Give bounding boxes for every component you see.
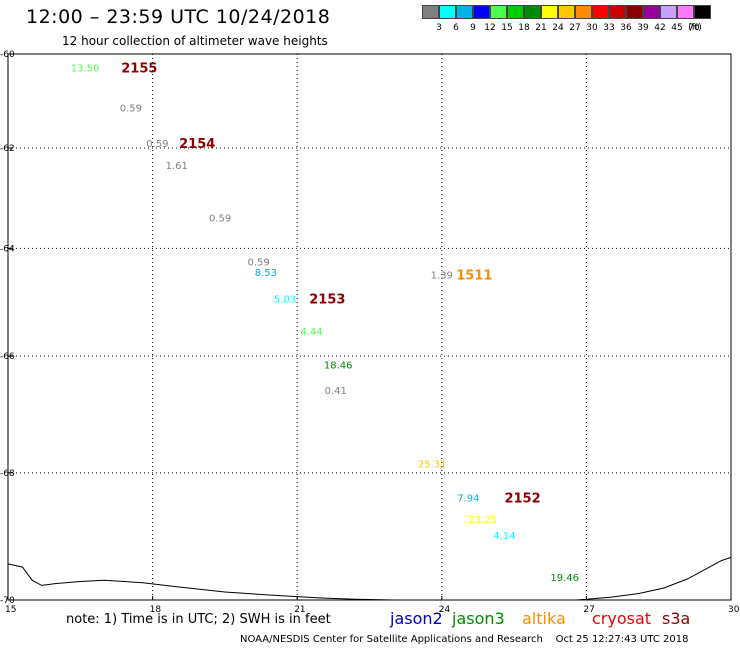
note-text: note: 1) Time is in UTC; 2) SWH is in fe… bbox=[66, 612, 331, 627]
legend-label: 39 bbox=[637, 23, 649, 33]
satellite-jason2: jason2 bbox=[390, 609, 443, 628]
legend-label: 6 bbox=[453, 23, 459, 33]
legend-swatch bbox=[575, 5, 592, 19]
legend-swatch bbox=[422, 5, 439, 19]
wave-height-value: 4.44 bbox=[301, 327, 323, 338]
wave-height-value: 4.14 bbox=[493, 531, 515, 542]
legend-label: 24 bbox=[552, 23, 564, 33]
lon-tick-label: 30 bbox=[728, 605, 740, 615]
lat-tick-label: -70 bbox=[0, 596, 15, 606]
legend-label: 21 bbox=[535, 23, 547, 33]
lon-tick-label: 24 bbox=[439, 605, 451, 615]
wave-height-value: 19.46 bbox=[550, 573, 579, 584]
lat-tick-label: -66 bbox=[0, 352, 15, 362]
pass-time: 2152 bbox=[504, 491, 540, 506]
wave-height-value: 18.46 bbox=[324, 361, 353, 372]
pass-time: 2155 bbox=[121, 62, 157, 77]
legend-label: 12 bbox=[484, 23, 496, 33]
coastline-west bbox=[7, 563, 394, 601]
lon-tick-label: 27 bbox=[583, 605, 594, 615]
legend-label: 30 bbox=[586, 23, 598, 33]
satellite-cryosat: cryosat bbox=[592, 609, 652, 628]
wave-height-value: 0.41 bbox=[325, 386, 347, 397]
pass-time: 2154 bbox=[179, 137, 215, 152]
lon-tick-label: 21 bbox=[294, 605, 305, 615]
legend-swatch bbox=[541, 5, 558, 19]
legend-swatch bbox=[473, 5, 490, 19]
wave-height-labels: 13.500.590.591.610.590.598.535.034.4418.… bbox=[71, 64, 579, 584]
wave-height-value: 13.50 bbox=[71, 64, 100, 75]
lat-tick-label: -60 bbox=[0, 50, 15, 60]
coastline bbox=[7, 556, 732, 601]
wave-height-value: 23.25 bbox=[468, 515, 497, 526]
legend-swatch bbox=[507, 5, 524, 19]
legend-swatch bbox=[626, 5, 643, 19]
lat-tick-label: -62 bbox=[0, 144, 15, 154]
page-subtitle: 12 hour collection of altimeter wave hei… bbox=[62, 34, 328, 48]
legend-swatch bbox=[456, 5, 473, 19]
lat-tick-label: -68 bbox=[0, 469, 15, 479]
satellite-altika: altika bbox=[522, 609, 566, 628]
legend-label: 15 bbox=[501, 23, 513, 33]
legend-label: 33 bbox=[603, 23, 615, 33]
satellite-s3a: s3a bbox=[662, 609, 691, 628]
wave-height-value: 25.31 bbox=[418, 460, 447, 471]
legend-swatch bbox=[677, 5, 694, 19]
satellite-jason3: jason3 bbox=[452, 609, 505, 628]
legend-swatch bbox=[609, 5, 626, 19]
legend-swatch bbox=[524, 5, 541, 19]
lat-tick-label: -64 bbox=[0, 244, 15, 254]
grid-lines bbox=[8, 54, 731, 600]
wave-height-value: 5.03 bbox=[274, 295, 296, 306]
wave-height-value: 8.53 bbox=[255, 268, 277, 279]
wave-height-value: 0.59 bbox=[209, 214, 231, 225]
map-frame bbox=[7, 53, 732, 601]
axis-ticks: 15 18 21 24 27 30 -60 -62 -64 -66 -68 -70 bbox=[0, 50, 740, 615]
legend-label: 9 bbox=[470, 23, 476, 33]
legend-swatch bbox=[439, 5, 456, 19]
wave-height-value: 1.39 bbox=[431, 271, 453, 282]
legend-label: 45 bbox=[671, 23, 683, 33]
page-title: 12:00 – 23:59 UTC 10/24/2018 bbox=[26, 6, 331, 28]
legend-label: 36 bbox=[620, 23, 632, 33]
legend-label: 42 bbox=[654, 23, 666, 33]
legend-swatch bbox=[490, 5, 507, 19]
legend-swatch bbox=[694, 5, 711, 19]
legend-label: 27 bbox=[569, 23, 581, 33]
lon-tick-label: 18 bbox=[150, 605, 162, 615]
legend-label: 70 bbox=[688, 23, 700, 33]
wave-height-value: 0.59 bbox=[146, 139, 168, 150]
coastline-east bbox=[576, 556, 732, 601]
legend-label: 18 bbox=[518, 23, 530, 33]
lon-tick-label: 15 bbox=[5, 605, 16, 615]
wave-height-value: 0.59 bbox=[120, 103, 142, 114]
wave-height-value: 1.61 bbox=[166, 161, 188, 172]
legend-swatch bbox=[592, 5, 609, 19]
credit-line: NOAA/NESDIS Center for Satellite Applica… bbox=[240, 634, 689, 645]
wave-height-value: 0.59 bbox=[248, 257, 270, 268]
pass-time-labels: 2155 2154 2153 1511 2152 bbox=[121, 62, 540, 507]
color-scale-legend: 3 6 9 12 15 18 21 24 27 30 33 36 39 42 45 70 (ft) bbox=[422, 5, 728, 37]
legend-label: 3 bbox=[436, 23, 442, 33]
legend-swatch bbox=[643, 5, 660, 19]
pass-time: 1511 bbox=[456, 269, 492, 284]
pass-time: 2153 bbox=[309, 293, 345, 308]
wave-height-value: 7.94 bbox=[457, 493, 479, 504]
legend-unit: (ft) bbox=[688, 23, 702, 33]
legend-swatch bbox=[660, 5, 677, 19]
legend-swatch bbox=[558, 5, 575, 19]
